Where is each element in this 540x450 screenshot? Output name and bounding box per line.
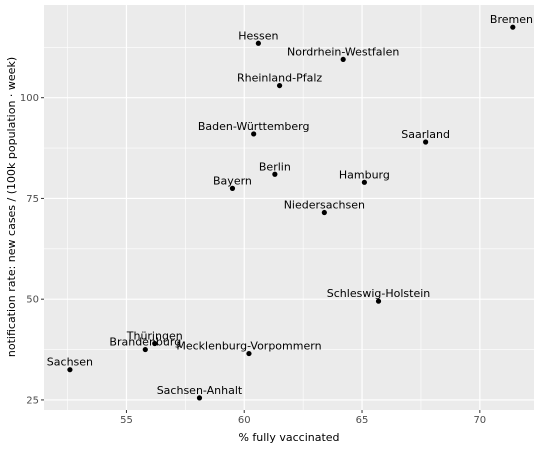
data-point xyxy=(229,185,236,191)
point-label: Berlin xyxy=(259,160,291,173)
data-point xyxy=(361,179,367,185)
x-tick-label: 60 xyxy=(238,415,251,426)
point-label: Sachsen xyxy=(47,356,93,369)
data-point xyxy=(255,40,261,46)
y-tick-label: 100 xyxy=(20,93,39,104)
point-labels: Bremen Hessen Nordrhein-Westfalen Rheinland… xyxy=(47,13,533,397)
y-tick-label: 50 xyxy=(26,295,39,306)
x-tick-label: 70 xyxy=(473,415,486,426)
data-point xyxy=(276,82,283,89)
y-tick-label: 25 xyxy=(26,395,39,406)
data-point xyxy=(152,340,158,347)
data-point xyxy=(510,24,516,30)
y-axis-ticks: 25 50 75 100 xyxy=(20,93,44,406)
major-gridlines xyxy=(44,5,534,410)
data-point xyxy=(321,209,327,216)
point-label: Bayern xyxy=(213,174,252,187)
point-label: Hessen xyxy=(238,29,278,42)
y-tick-label: 75 xyxy=(26,194,39,205)
point-label: Schleswig-Holstein xyxy=(327,287,430,300)
data-point xyxy=(375,298,382,304)
x-axis-ticks: 55 60 65 70 xyxy=(120,410,486,426)
data-point xyxy=(340,56,346,63)
data-point xyxy=(272,171,278,177)
data-point xyxy=(423,139,429,145)
x-tick-label: 55 xyxy=(120,415,133,426)
x-axis-title: % fully vaccinated xyxy=(238,431,339,444)
point-label: Hamburg xyxy=(339,168,390,181)
point-label: Niedersachsen xyxy=(284,199,365,212)
data-point xyxy=(251,131,257,137)
data-point xyxy=(196,395,203,401)
data-point xyxy=(67,367,73,373)
panel-background xyxy=(44,5,534,410)
point-label: Rheinland-Pfalz xyxy=(237,72,322,85)
point-label: Thüringen xyxy=(126,330,183,343)
point-label: Brandenburg xyxy=(109,336,181,349)
point-label: Saarland xyxy=(401,128,450,141)
point-label: Mecklenburg-Vorpommern xyxy=(176,340,321,353)
data-points xyxy=(67,24,516,401)
point-label: Baden-Württemberg xyxy=(198,120,310,133)
y-axis-title: notification rate: new cases / (100k pop… xyxy=(5,57,18,357)
point-label: Nordrhein-Westfalen xyxy=(287,45,399,58)
point-label: Sachsen-Anhalt xyxy=(157,384,243,397)
point-label: Bremen xyxy=(490,13,533,26)
data-point xyxy=(142,346,148,353)
minor-gridlines xyxy=(44,5,534,410)
x-tick-label: 65 xyxy=(356,415,369,426)
data-point xyxy=(246,350,252,357)
